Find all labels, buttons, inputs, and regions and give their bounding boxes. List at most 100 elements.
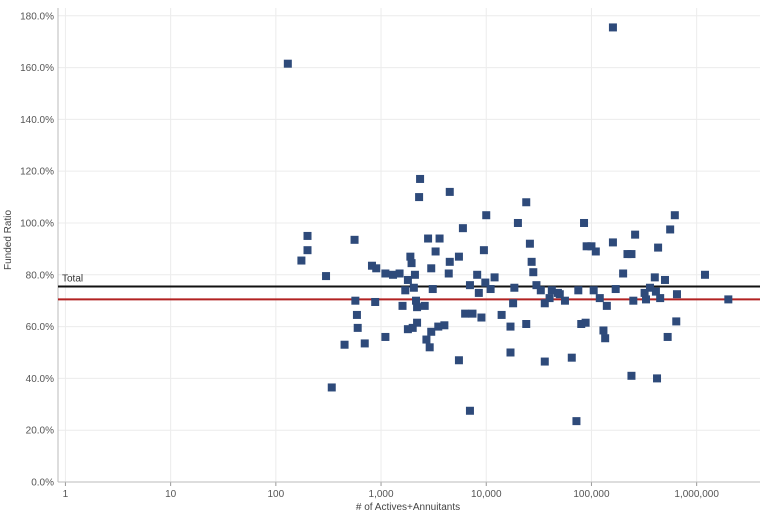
data-point bbox=[416, 174, 425, 183]
data-point bbox=[340, 340, 349, 349]
data-point bbox=[527, 257, 536, 266]
data-point bbox=[653, 374, 662, 383]
data-point bbox=[560, 296, 569, 305]
data-point bbox=[602, 301, 611, 310]
data-point bbox=[672, 317, 681, 326]
data-point bbox=[410, 270, 419, 279]
x-axis-title: # of Actives+Annuitants bbox=[356, 502, 460, 513]
data-point bbox=[461, 309, 470, 318]
data-point bbox=[587, 242, 596, 251]
data-point bbox=[395, 269, 404, 278]
data-point bbox=[601, 334, 610, 343]
data-point bbox=[468, 309, 477, 318]
data-point bbox=[672, 290, 681, 299]
data-point bbox=[545, 294, 554, 303]
data-point bbox=[350, 235, 359, 244]
data-point bbox=[458, 224, 467, 233]
data-point bbox=[611, 285, 620, 294]
data-point bbox=[529, 268, 538, 277]
x-tick-label: 10 bbox=[165, 489, 177, 500]
y-tick-label: 20.0% bbox=[26, 426, 54, 437]
data-point bbox=[381, 332, 390, 341]
data-point bbox=[627, 250, 636, 259]
y-tick-label: 40.0% bbox=[26, 374, 54, 385]
data-point bbox=[486, 285, 495, 294]
data-point bbox=[509, 299, 518, 308]
data-point bbox=[415, 193, 424, 202]
data-point bbox=[642, 295, 651, 304]
data-point bbox=[367, 261, 376, 270]
data-point bbox=[595, 294, 604, 303]
data-point bbox=[431, 247, 440, 256]
data-point bbox=[582, 242, 591, 251]
data-point bbox=[650, 273, 659, 282]
data-point bbox=[547, 286, 556, 295]
data-point bbox=[444, 269, 453, 278]
data-point bbox=[465, 406, 474, 415]
data-point bbox=[608, 23, 617, 32]
data-point bbox=[425, 343, 434, 352]
y-tick-label: 160.0% bbox=[20, 63, 54, 74]
data-point bbox=[283, 59, 292, 68]
data-point bbox=[490, 273, 499, 282]
data-point bbox=[477, 313, 486, 322]
data-point bbox=[574, 286, 583, 295]
data-point bbox=[656, 294, 665, 303]
data-point bbox=[645, 283, 654, 292]
data-point bbox=[532, 281, 541, 290]
data-point bbox=[474, 288, 483, 297]
x-tick-label: 100,000 bbox=[573, 489, 610, 500]
data-point bbox=[513, 218, 522, 227]
data-point bbox=[536, 286, 545, 295]
data-point bbox=[540, 357, 549, 366]
data-point bbox=[297, 256, 306, 265]
data-point bbox=[360, 339, 369, 348]
data-point bbox=[555, 290, 564, 299]
data-point bbox=[666, 225, 675, 234]
data-point bbox=[465, 281, 474, 290]
data-point bbox=[420, 301, 429, 310]
data-point bbox=[428, 285, 437, 294]
y-tick-label: 80.0% bbox=[26, 270, 54, 281]
data-point bbox=[412, 296, 421, 305]
y-tick-label: 140.0% bbox=[20, 115, 54, 126]
data-point bbox=[629, 296, 638, 305]
reference-line-label: Total bbox=[62, 273, 83, 284]
data-point bbox=[413, 303, 422, 312]
data-point bbox=[440, 321, 449, 330]
data-point bbox=[510, 283, 519, 292]
data-point bbox=[663, 332, 672, 341]
data-point bbox=[398, 301, 407, 310]
data-point bbox=[481, 278, 490, 287]
data-point bbox=[445, 257, 454, 266]
data-point bbox=[608, 238, 617, 247]
data-point bbox=[403, 325, 412, 334]
x-tick-label: 1,000 bbox=[369, 489, 394, 500]
data-point bbox=[619, 269, 628, 278]
x-tick-label: 100 bbox=[267, 489, 284, 500]
data-point bbox=[599, 326, 608, 335]
data-point bbox=[591, 247, 600, 256]
data-point bbox=[580, 218, 589, 227]
data-point bbox=[424, 234, 433, 243]
data-point bbox=[540, 299, 549, 308]
data-point bbox=[482, 211, 491, 220]
data-point bbox=[572, 417, 581, 426]
data-point bbox=[327, 383, 336, 392]
data-point bbox=[434, 322, 443, 331]
data-point bbox=[427, 327, 436, 336]
data-point bbox=[473, 270, 482, 279]
data-point bbox=[372, 264, 381, 273]
data-point bbox=[525, 239, 534, 248]
data-point bbox=[403, 275, 412, 284]
data-point bbox=[454, 356, 463, 365]
y-tick-label: 180.0% bbox=[20, 11, 54, 22]
data-point bbox=[567, 353, 576, 362]
data-point bbox=[389, 270, 398, 279]
x-tick-label: 10,000 bbox=[471, 489, 502, 500]
data-point bbox=[522, 320, 531, 328]
data-point bbox=[303, 231, 312, 240]
data-point bbox=[497, 310, 506, 319]
y-tick-label: 100.0% bbox=[20, 218, 54, 229]
data-point bbox=[640, 288, 649, 297]
